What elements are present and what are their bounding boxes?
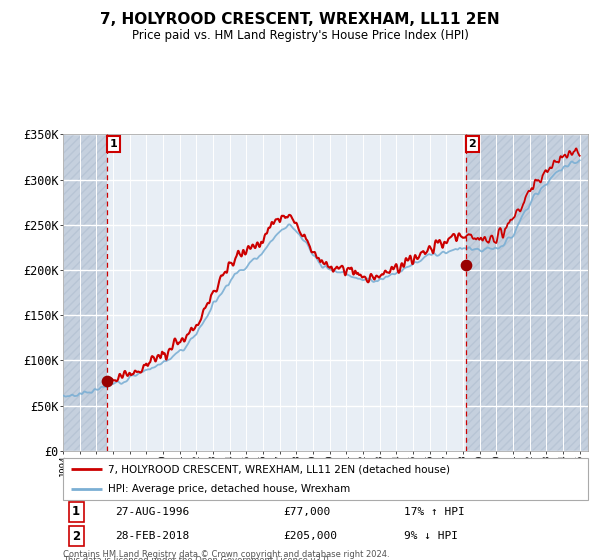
- Text: 9% ↓ HPI: 9% ↓ HPI: [404, 531, 458, 541]
- Text: 2: 2: [72, 530, 80, 543]
- Text: Price paid vs. HM Land Registry's House Price Index (HPI): Price paid vs. HM Land Registry's House …: [131, 29, 469, 42]
- Point: [461, 261, 470, 270]
- FancyBboxPatch shape: [63, 458, 588, 500]
- Text: 7, HOLYROOD CRESCENT, WREXHAM, LL11 2EN (detached house): 7, HOLYROOD CRESCENT, WREXHAM, LL11 2EN …: [107, 464, 449, 474]
- Text: HPI: Average price, detached house, Wrexham: HPI: Average price, detached house, Wrex…: [107, 484, 350, 494]
- Text: 17% ↑ HPI: 17% ↑ HPI: [404, 507, 465, 517]
- Text: 2: 2: [468, 139, 476, 149]
- Point: [103, 377, 112, 386]
- Text: This data is licensed under the Open Government Licence v3.0.: This data is licensed under the Open Gov…: [63, 556, 331, 560]
- Bar: [466, 134, 588, 451]
- Text: 1: 1: [72, 505, 80, 519]
- Bar: [107, 134, 466, 451]
- Text: 27-AUG-1996: 27-AUG-1996: [115, 507, 190, 517]
- Text: 7, HOLYROOD CRESCENT, WREXHAM, LL11 2EN: 7, HOLYROOD CRESCENT, WREXHAM, LL11 2EN: [100, 12, 500, 27]
- Text: Contains HM Land Registry data © Crown copyright and database right 2024.: Contains HM Land Registry data © Crown c…: [63, 550, 389, 559]
- Text: £77,000: £77,000: [284, 507, 331, 517]
- Text: 28-FEB-2018: 28-FEB-2018: [115, 531, 190, 541]
- Bar: [63, 134, 107, 451]
- Text: £205,000: £205,000: [284, 531, 337, 541]
- Text: 1: 1: [110, 139, 118, 149]
